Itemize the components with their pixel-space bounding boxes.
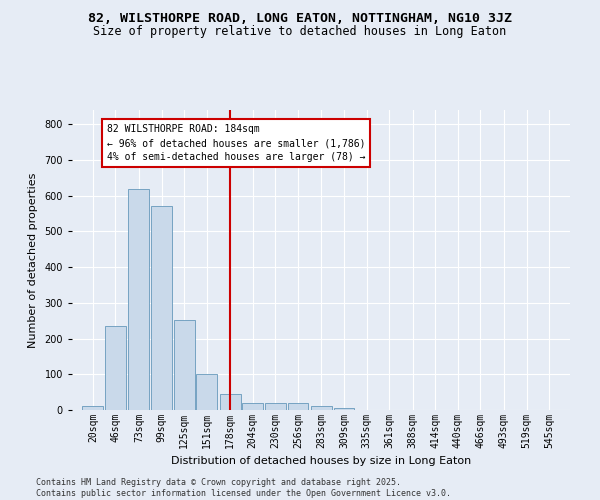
Bar — [220, 394, 241, 410]
Bar — [82, 406, 103, 410]
Bar — [128, 188, 149, 410]
Bar — [196, 374, 217, 410]
Y-axis label: Number of detached properties: Number of detached properties — [28, 172, 38, 348]
Bar — [173, 320, 194, 410]
Text: 82, WILSTHORPE ROAD, LONG EATON, NOTTINGHAM, NG10 3JZ: 82, WILSTHORPE ROAD, LONG EATON, NOTTING… — [88, 12, 512, 26]
Bar — [265, 403, 286, 410]
Bar — [151, 206, 172, 410]
Bar — [105, 326, 126, 410]
Text: 82 WILSTHORPE ROAD: 184sqm
← 96% of detached houses are smaller (1,786)
4% of se: 82 WILSTHORPE ROAD: 184sqm ← 96% of deta… — [107, 124, 365, 162]
Text: Contains HM Land Registry data © Crown copyright and database right 2025.
Contai: Contains HM Land Registry data © Crown c… — [36, 478, 451, 498]
Bar — [311, 406, 332, 410]
Text: Size of property relative to detached houses in Long Eaton: Size of property relative to detached ho… — [94, 25, 506, 38]
Bar — [242, 403, 263, 410]
Bar — [334, 408, 355, 410]
Bar — [287, 403, 308, 410]
X-axis label: Distribution of detached houses by size in Long Eaton: Distribution of detached houses by size … — [171, 456, 471, 466]
